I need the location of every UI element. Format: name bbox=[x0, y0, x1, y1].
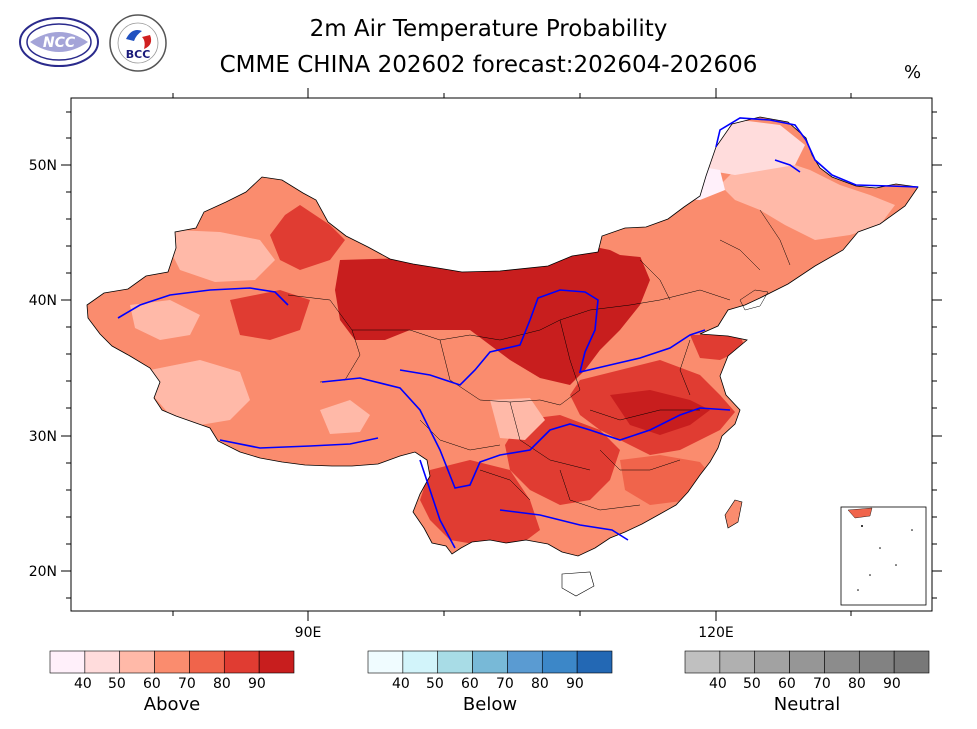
taiwan-island bbox=[724, 499, 743, 529]
legend-neutral-bar bbox=[684, 650, 930, 674]
legend-neutral-swatch bbox=[754, 650, 790, 674]
lat-label-50n: 50N bbox=[29, 158, 57, 174]
lat-label-40n: 40N bbox=[29, 293, 57, 309]
lat-label-20n: 20N bbox=[29, 564, 57, 580]
legend-below-swatch bbox=[367, 650, 404, 674]
axis-ticks bbox=[61, 88, 942, 621]
legend-above-swatch bbox=[189, 650, 225, 674]
legend-neutral-tick: 70 bbox=[813, 676, 831, 692]
bcc-logo-text: BCC bbox=[126, 48, 151, 61]
shade-tibet-light bbox=[150, 360, 250, 425]
lon-label-120e: 120E bbox=[698, 625, 734, 641]
legend-below-bar bbox=[367, 650, 613, 674]
songhua-river bbox=[774, 159, 801, 173]
chart-subtitle: CMME CHINA 202602 forecast:202604-202606 bbox=[219, 52, 758, 78]
shade-central-south bbox=[505, 415, 620, 505]
yellow-river bbox=[399, 289, 706, 386]
shade-xinjiang-light bbox=[170, 230, 275, 282]
lon-label-90e: 90E bbox=[295, 625, 322, 641]
shade-west-light bbox=[130, 300, 200, 340]
shade-ne-light bbox=[720, 160, 895, 240]
legend-below-swatch bbox=[402, 650, 439, 674]
shade-core-north bbox=[335, 248, 650, 385]
legend-neutral-swatch bbox=[684, 650, 721, 674]
legend-neutral-tick: 40 bbox=[709, 676, 727, 692]
legend-below-tick: 60 bbox=[461, 676, 479, 692]
legend-below-tick: 40 bbox=[392, 676, 410, 692]
lat-label-30n: 30N bbox=[29, 429, 57, 445]
legend-above-tick: 50 bbox=[108, 676, 126, 692]
shade-core-west bbox=[270, 205, 345, 270]
ncc-logo-text: NCC bbox=[43, 35, 76, 51]
legend-neutral-swatch bbox=[719, 650, 756, 674]
legend-neutral-tick: 80 bbox=[848, 676, 866, 692]
legend-neutral-tick: 50 bbox=[743, 676, 761, 692]
legend-below-swatch bbox=[507, 650, 543, 674]
legend-below-swatch bbox=[541, 650, 578, 674]
legend-neutral-swatch bbox=[893, 650, 930, 674]
chart-title: 2m Air Temperature Probability bbox=[309, 16, 668, 42]
yarlung-river bbox=[219, 437, 379, 449]
shade-sichuan-pale bbox=[490, 398, 545, 440]
legend-above-tick: 70 bbox=[178, 676, 196, 692]
legend-below-swatch bbox=[472, 650, 508, 674]
legend-above-title: Above bbox=[143, 694, 201, 715]
legend-above-tick: 40 bbox=[74, 676, 92, 692]
yangtze-river bbox=[321, 377, 731, 489]
unit-label: % bbox=[904, 62, 922, 83]
legend-below-tick: 80 bbox=[531, 676, 549, 692]
legend-above-swatch bbox=[49, 650, 86, 674]
shade-core-middle bbox=[610, 390, 710, 435]
legend-below-title: Below bbox=[462, 694, 518, 715]
legend-above-swatch bbox=[154, 650, 190, 674]
lancang-river bbox=[419, 459, 456, 549]
legend-neutral-swatch bbox=[858, 650, 895, 674]
legend-below-tick: 70 bbox=[496, 676, 514, 692]
pearl-river bbox=[499, 509, 629, 541]
legend-below-swatch bbox=[437, 650, 473, 674]
legend-above-swatch bbox=[84, 650, 121, 674]
shade-tibet-pale bbox=[320, 400, 370, 434]
tarim-river bbox=[117, 287, 289, 319]
legend-above-bar bbox=[49, 650, 295, 674]
amur-river bbox=[715, 117, 919, 188]
bcc-logo: BCC bbox=[108, 13, 168, 73]
korea-coast bbox=[739, 289, 769, 311]
legend-above-tick: 60 bbox=[143, 676, 161, 692]
legend-neutral-tick: 90 bbox=[883, 676, 901, 692]
hainan-island bbox=[561, 571, 595, 597]
legend-below-tick: 50 bbox=[426, 676, 444, 692]
south-china-sea-inset bbox=[840, 506, 927, 606]
legend-above-tick: 80 bbox=[213, 676, 231, 692]
ncc-logo: NCC bbox=[18, 16, 100, 68]
shade-sw bbox=[420, 460, 540, 545]
legend-above-tick: 90 bbox=[248, 676, 266, 692]
china-border bbox=[86, 116, 919, 557]
legend-above-swatch bbox=[223, 650, 260, 674]
legend-neutral-swatch bbox=[824, 650, 860, 674]
legend-neutral-tick: 60 bbox=[778, 676, 796, 692]
rivers bbox=[117, 117, 919, 549]
legend-neutral-title: Neutral bbox=[773, 694, 841, 715]
legend-above-swatch bbox=[258, 650, 295, 674]
legend-below-swatch bbox=[576, 650, 613, 674]
shade-west-red bbox=[230, 290, 310, 340]
china-probability-map: 50N 40N 30N 20N 90E 120E bbox=[29, 88, 942, 641]
legend-neutral-swatch bbox=[789, 650, 825, 674]
legend-below-tick: 90 bbox=[566, 676, 584, 692]
legend-above-swatch bbox=[119, 650, 155, 674]
